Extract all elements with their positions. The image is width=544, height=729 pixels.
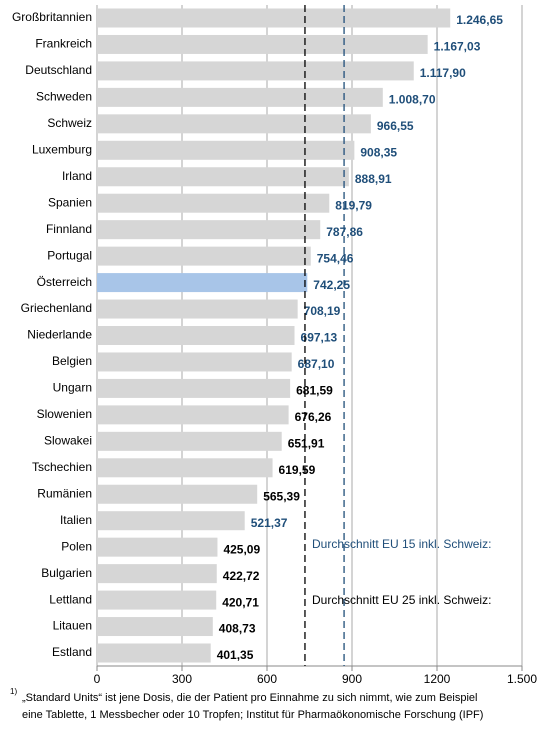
- y-tick-label: Frankreich: [35, 37, 92, 51]
- value-label: 1.008,70: [389, 93, 436, 107]
- bar: [97, 140, 355, 160]
- value-label: 408,73: [219, 622, 256, 636]
- value-label: 425,09: [223, 542, 260, 556]
- reference-label: Durchschnitt EU 25 inkl. Schweiz:: [312, 593, 491, 607]
- x-tick-label: 1.500: [507, 672, 537, 686]
- bar: [97, 378, 291, 398]
- value-label: 687,10: [298, 357, 335, 371]
- value-label: 966,55: [377, 119, 414, 133]
- y-tick-label: Spanien: [48, 195, 92, 209]
- y-tick-label: Estland: [52, 645, 92, 659]
- y-tick-label: Lettland: [49, 592, 92, 606]
- bar: [97, 114, 371, 134]
- y-tick-label: Schweiz: [47, 116, 92, 130]
- y-tick-label: Deutschland: [25, 63, 92, 77]
- y-tick-label: Belgien: [52, 354, 92, 368]
- x-tick-label: 600: [257, 672, 277, 686]
- y-tick-label: Schweden: [36, 90, 92, 104]
- y-tick-label: Großbritannien: [12, 10, 92, 24]
- y-tick-label: Italien: [60, 513, 92, 527]
- value-label: 697,13: [301, 331, 338, 345]
- y-tick-label: Finnland: [46, 222, 92, 236]
- value-label: 908,35: [360, 145, 397, 159]
- y-tick-label: Litauen: [53, 619, 92, 633]
- footnote-marker: 1): [10, 687, 17, 696]
- x-tick-label: 1200: [424, 672, 451, 686]
- bar: [97, 246, 311, 266]
- value-label: 619,59: [279, 463, 316, 477]
- value-label: 1.167,03: [434, 40, 481, 54]
- y-tick-label: Niederlande: [27, 328, 92, 342]
- y-tick-label: Slowenien: [37, 407, 92, 421]
- value-label: 1.246,65: [456, 13, 503, 27]
- bar: [97, 167, 349, 187]
- value-label: 521,37: [251, 516, 288, 530]
- y-tick-label: Tschechien: [32, 460, 92, 474]
- bar: [97, 484, 258, 504]
- value-label: 819,79: [335, 198, 372, 212]
- reference-label: Durchschnitt EU 15 inkl. Schweiz:: [312, 537, 491, 551]
- bar: [97, 326, 295, 345]
- value-label: 676,26: [295, 410, 332, 424]
- y-tick-label: Österreich: [37, 275, 92, 289]
- bar: [97, 511, 245, 531]
- bar: [97, 431, 282, 451]
- y-tick-label: Slowakei: [44, 434, 92, 448]
- bar: [97, 617, 213, 637]
- value-label: 1.117,90: [420, 66, 466, 80]
- value-label: 422,72: [223, 569, 260, 583]
- value-label: 565,39: [263, 489, 300, 503]
- y-tick-label: Bulgarien: [41, 566, 92, 580]
- footnote: „Standard Units“ ist jene Dosis, die der…: [22, 692, 477, 704]
- bar: [97, 8, 451, 28]
- x-tick-label: 300: [172, 672, 192, 686]
- footnote: eine Tablette, 1 Messbecher oder 10 Trop…: [22, 709, 483, 721]
- bar: [97, 564, 217, 584]
- bar: [97, 220, 321, 240]
- bar: [97, 458, 273, 478]
- bar: [97, 352, 292, 372]
- y-tick-label: Irland: [62, 169, 92, 183]
- y-tick-label: Polen: [61, 539, 92, 553]
- bar: [97, 537, 218, 557]
- value-label: 420,71: [222, 595, 259, 609]
- y-tick-label: Portugal: [47, 248, 92, 262]
- bar: [97, 299, 298, 319]
- bar: [97, 405, 289, 425]
- value-label: 401,35: [217, 648, 254, 662]
- bar: [97, 590, 217, 610]
- y-tick-label: Rumänien: [37, 486, 92, 500]
- x-tick-label: 900: [342, 672, 362, 686]
- y-tick-label: Griechenland: [21, 301, 92, 315]
- y-tick-label: Luxemburg: [32, 142, 92, 156]
- value-label: 888,91: [355, 172, 392, 186]
- y-tick-label: Ungarn: [53, 381, 92, 395]
- bar: [97, 643, 211, 663]
- bar: [97, 61, 414, 81]
- value-label: 708,19: [304, 304, 341, 318]
- bar: [97, 87, 383, 107]
- value-label: 681,59: [296, 384, 333, 398]
- value-label: 754,46: [317, 251, 354, 265]
- value-label: 651,91: [288, 437, 325, 451]
- bar: [97, 273, 308, 293]
- bar: [97, 34, 428, 54]
- bar: [97, 193, 330, 213]
- value-label: 787,86: [326, 225, 363, 239]
- x-tick-label: 0: [94, 672, 101, 686]
- value-label: 742,25: [313, 278, 350, 292]
